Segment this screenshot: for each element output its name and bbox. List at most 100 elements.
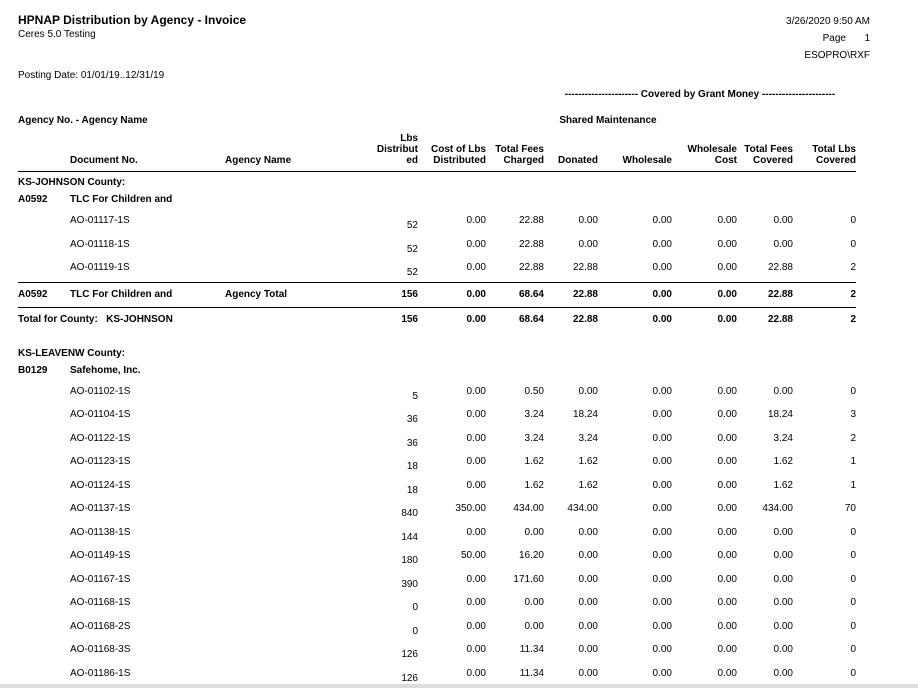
county-row: KS-LEAVENW County: (18, 343, 856, 363)
donated: 0.00 (578, 215, 598, 226)
wholesale: 0.00 (652, 550, 672, 561)
total-fees-covered: 22.88 (767, 262, 793, 273)
agency-no (18, 452, 70, 476)
document-no: AO-01138-1S (70, 526, 131, 538)
lbs-distributed: 0 (412, 625, 418, 637)
cost-of-lbs-distributed: 0.00 (466, 215, 486, 226)
table-row: AO-01104-1S 36 0.00 3.24 18.24 0.00 0.00 18.24 3 (18, 405, 856, 429)
cost-of-lbs-distributed: 0.00 (466, 597, 486, 608)
total-fees-covered: 0.00 (773, 644, 793, 655)
lbs-distributed: 36 (406, 414, 418, 425)
agency-no (18, 429, 70, 453)
total-label (225, 640, 370, 664)
col-agency-name: Agency Name (225, 155, 292, 166)
group-header-row: Agency No. - Agency Name Shared Maintena… (18, 115, 856, 127)
donated: 0.00 (578, 385, 598, 397)
wholesale-cost: 0.00 (717, 262, 737, 273)
total-fees-covered: 0.00 (773, 215, 793, 226)
col-empty (18, 133, 70, 166)
document-no: AO-01102-1S (70, 385, 131, 397)
document-no: AO-01167-1S (70, 573, 131, 585)
total-label (225, 476, 370, 500)
wholesale: 0.00 (652, 313, 672, 325)
wholesale: 0.00 (652, 644, 672, 655)
agency-row: B0129 Safehome, Inc. (18, 363, 856, 382)
county-total-label: Total for County: KS-JOHNSON (18, 313, 173, 325)
wholesale-cost: 0.00 (717, 550, 737, 561)
wholesale-cost: 0.00 (717, 526, 737, 538)
shared-maintenance-caption: Shared Maintenance (559, 115, 657, 126)
total-fees-charged: 0.50 (524, 385, 544, 397)
wholesale-cost: 0.00 (717, 503, 737, 514)
total-label (225, 499, 370, 523)
total-fees-charged: 1.62 (524, 479, 544, 491)
total-label (225, 382, 370, 406)
wholesale-cost: 0.00 (717, 385, 737, 397)
cost-of-lbs-distributed: 0.00 (466, 479, 486, 491)
document-no: AO-01137-1S (70, 503, 131, 514)
lbs-distributed: 52 (406, 243, 418, 255)
total-lbs-covered: 0 (850, 573, 856, 585)
wholesale: 0.00 (652, 597, 672, 608)
wholesale-cost: 0.00 (717, 597, 737, 608)
total-label (225, 617, 370, 641)
table-row: AO-01168-2S 0 0.00 0.00 0.00 0.00 0.00 0.00 0 (18, 617, 856, 641)
donated: 22.88 (572, 288, 598, 300)
document-no: AO-01119-1S (70, 262, 130, 273)
cost-of-lbs-distributed: 350.00 (455, 503, 486, 514)
total-label (225, 211, 370, 235)
lbs-distributed: 390 (401, 578, 418, 590)
document-no: AO-01123-1S (70, 456, 131, 467)
table-row: AO-01118-1S 52 0.00 22.88 0.00 0.00 0.00 0.00 0 (18, 235, 856, 259)
agency-no (18, 523, 70, 547)
wholesale-cost: 0.00 (717, 313, 737, 325)
agency-name: TLC For Children and (70, 288, 173, 300)
total-lbs-covered: 0 (850, 550, 856, 561)
document-no: AO-01104-1S (70, 409, 131, 420)
lbs-distributed: 156 (401, 313, 418, 325)
total-fees-covered: 22.88 (767, 288, 793, 300)
col-lbs-distributed: Lbs Distribut ed (376, 133, 418, 166)
wholesale: 0.00 (652, 526, 672, 538)
cost-of-lbs-distributed: 0.00 (466, 313, 486, 325)
column-headers: Document No. Agency Name Lbs Distribut e… (18, 133, 856, 172)
lbs-distributed: 18 (406, 461, 418, 472)
wholesale-cost: 0.00 (717, 667, 737, 679)
total-fees-covered: 1.62 (773, 479, 793, 491)
total-fees-covered: 0.00 (773, 385, 793, 397)
wholesale-cost: 0.00 (717, 620, 737, 632)
col-wholesale: Wholesale (622, 155, 672, 166)
cost-of-lbs-distributed: 0.00 (466, 456, 486, 467)
cost-of-lbs-distributed: 0.00 (466, 409, 486, 420)
agency-no: A0592 (18, 288, 48, 300)
document-no: AO-01186-1S (70, 667, 131, 679)
agency-row: A0592 TLC For Children and (18, 192, 856, 211)
total-fees-charged: 22.88 (518, 215, 544, 226)
lbs-distributed: 144 (401, 531, 418, 543)
agency-no: A0592 (18, 194, 48, 205)
total-fees-charged: 171.60 (513, 573, 544, 585)
total-label (225, 546, 370, 570)
total-fees-charged: 434.00 (513, 503, 544, 514)
total-fees-charged: 68.64 (518, 288, 544, 300)
wholesale-cost: 0.00 (717, 409, 737, 420)
document-no: AO-01168-3S (70, 644, 131, 655)
total-lbs-covered: 3 (850, 409, 856, 420)
donated: 0.00 (578, 526, 598, 538)
county-label: KS-JOHNSON County: (18, 177, 126, 188)
covered-by-grant-money-banner: ---------------------- Covered by Grant … (564, 89, 836, 100)
cost-of-lbs-distributed: 50.00 (460, 550, 486, 561)
report-body: KS-JOHNSON County: A0592 TLC For Children … (18, 172, 918, 687)
cost-of-lbs-distributed: 0.00 (466, 526, 486, 538)
wholesale: 0.00 (652, 479, 672, 491)
total-label (225, 523, 370, 547)
posting-date-filter: Posting Date: 01/01/19..12/31/19 (18, 70, 165, 81)
wholesale-cost: 0.00 (717, 288, 737, 300)
agency-no (18, 382, 70, 406)
total-fees-covered: 1.62 (773, 456, 793, 467)
total-fees-covered: 0.00 (773, 238, 793, 250)
agency-no (18, 546, 70, 570)
total-lbs-covered: 70 (844, 503, 856, 514)
wholesale: 0.00 (652, 620, 672, 632)
